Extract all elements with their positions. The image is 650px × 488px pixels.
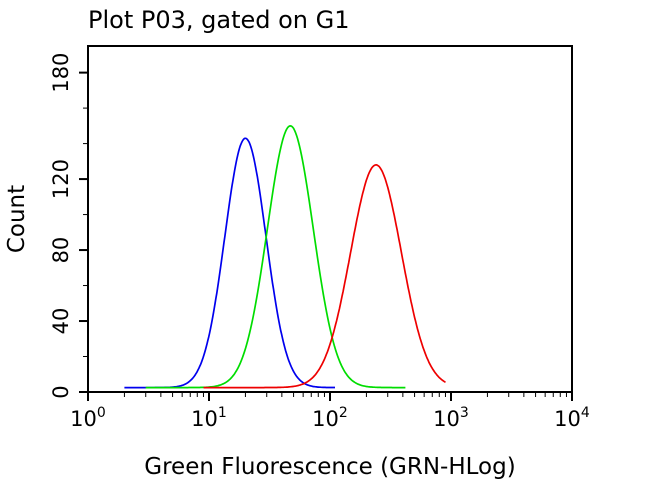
y-tick-label: 0 (49, 385, 73, 398)
axis-tick-labels: 100 101 102 103 104 0 40 80 120 180 (49, 53, 590, 431)
y-tick-label: 40 (49, 308, 73, 335)
x-tick-label: 102 (312, 405, 348, 431)
green-population-curve (145, 125, 406, 389)
plot-title: Plot P03, gated on G1 (88, 6, 350, 34)
x-tick-label: 100 (70, 405, 106, 431)
y-tick-label: 80 (49, 237, 73, 264)
red-population-curve (203, 164, 446, 389)
x-tick-label: 104 (554, 405, 590, 431)
histogram-curves (124, 125, 446, 389)
x-axis-label: Green Fluorescence (GRN-HLog) (144, 454, 515, 480)
y-tick-label: 120 (49, 159, 73, 199)
axis-ticks (79, 71, 573, 401)
x-tick-label: 101 (191, 405, 227, 431)
y-axis-label: Count (4, 185, 30, 253)
y-tick-label: 180 (49, 53, 73, 93)
x-tick-label: 103 (433, 405, 469, 431)
plot-area (87, 45, 573, 393)
